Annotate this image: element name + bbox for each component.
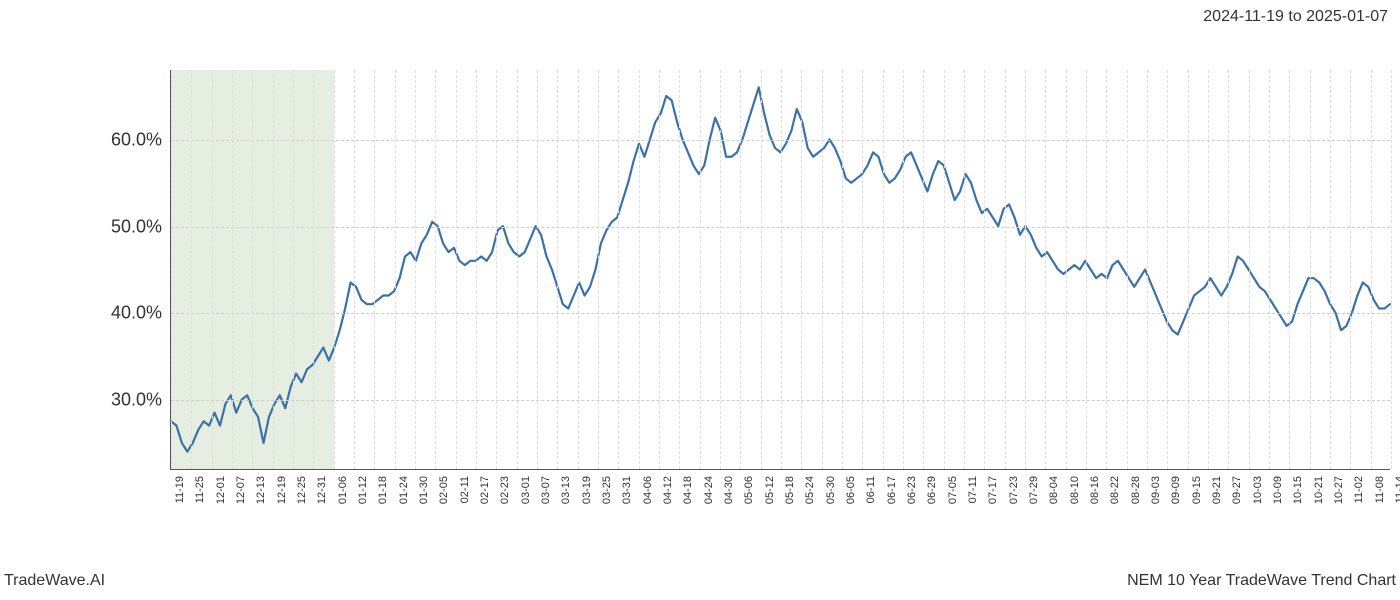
x-tick-label: 11-14 [1394,476,1400,503]
gridline-v [761,70,762,469]
gridline-v [191,70,192,469]
gridline-v [578,70,579,469]
footer-chart-title: NEM 10 Year TradeWave Trend Chart [1127,572,1396,590]
gridline-v [598,70,599,469]
gridline-v [801,70,802,469]
gridline-v [1066,70,1067,469]
plot-area [170,70,1390,470]
gridline-v [1371,70,1372,469]
gridline-v [334,70,335,469]
gridline-v [293,70,294,469]
gridline-v [1005,70,1006,469]
gridline-v [1289,70,1290,469]
gridline-v [659,70,660,469]
gridline-v [1391,70,1392,469]
gridline-v [781,70,782,469]
gridline-v [456,70,457,469]
gridline-v [700,70,701,469]
gridline-v [1106,70,1107,469]
gridline-v [496,70,497,469]
gridline-v [517,70,518,469]
gridline-v [923,70,924,469]
gridline-v [883,70,884,469]
date-range-label: 2024-11-19 to 2025-01-07 [1203,8,1388,26]
y-tick-label: 60.0% [82,129,162,150]
gridline-v [842,70,843,469]
gridline-v [1330,70,1331,469]
y-tick-label: 30.0% [82,390,162,411]
gridline-v [740,70,741,469]
gridline-v [720,70,721,469]
gridline-v [964,70,965,469]
gridline-v [1208,70,1209,469]
gridline-v [1188,70,1189,469]
gridline-v [354,70,355,469]
gridline-v [374,70,375,469]
gridline-v [1045,70,1046,469]
gridline-v [1147,70,1148,469]
gridline-v [537,70,538,469]
gridline-v [273,70,274,469]
gridline-v [944,70,945,469]
gridline-v [415,70,416,469]
y-tick-label: 40.0% [82,303,162,324]
gridline-v [435,70,436,469]
gridline-v [395,70,396,469]
gridline-v [862,70,863,469]
gridline-v [1025,70,1026,469]
gridline-v [618,70,619,469]
gridline-v [679,70,680,469]
gridline-v [1228,70,1229,469]
gridline-v [822,70,823,469]
gridline-v [1249,70,1250,469]
gridline-v [1167,70,1168,469]
gridline-v [639,70,640,469]
gridline-v [252,70,253,469]
gridline-v [476,70,477,469]
gridline-v [1350,70,1351,469]
gridline-v [1310,70,1311,469]
gridline-v [1269,70,1270,469]
gridline-v [313,70,314,469]
footer-brand: TradeWave.AI [4,572,105,590]
gridline-v [1086,70,1087,469]
gridline-v [232,70,233,469]
gridline-v [212,70,213,469]
y-tick-label: 50.0% [82,216,162,237]
gridline-v [903,70,904,469]
gridline-v [984,70,985,469]
gridline-v [1127,70,1128,469]
gridline-v [171,70,172,469]
gridline-v [557,70,558,469]
trend-chart: 30.0%40.0%50.0%60.0%11-1911-2512-0112-07… [0,50,1400,530]
